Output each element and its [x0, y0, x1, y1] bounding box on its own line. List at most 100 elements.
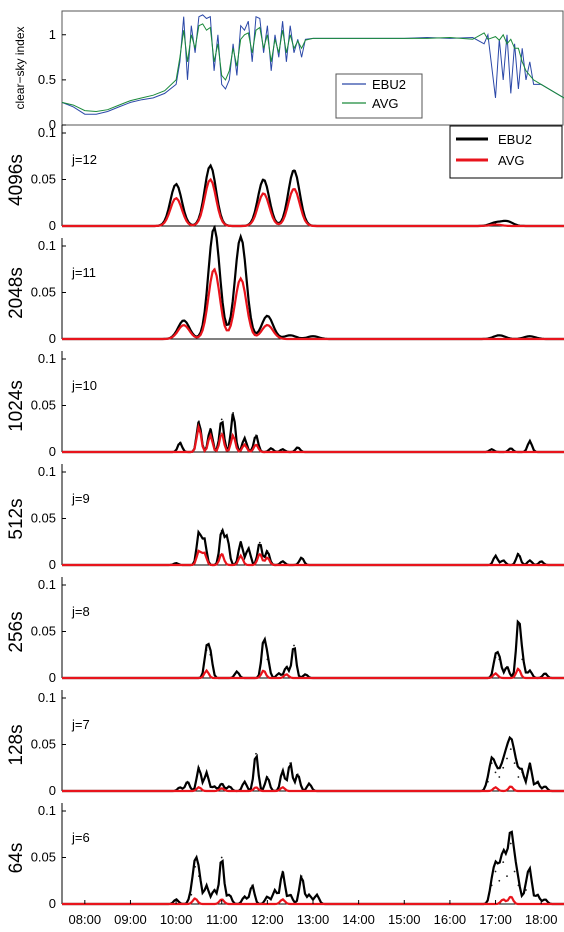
data-point — [220, 432, 223, 435]
data-point — [243, 895, 246, 898]
data-point — [528, 559, 531, 562]
data-point — [509, 748, 512, 750]
data-point — [239, 554, 242, 557]
data-point — [498, 658, 501, 661]
data-point — [536, 893, 539, 896]
data-point — [281, 898, 284, 901]
data-point — [289, 893, 292, 896]
data-point — [498, 879, 501, 882]
data-point — [198, 766, 200, 769]
legend-label: EBU2 — [372, 77, 406, 92]
level-label: j=8 — [71, 604, 90, 619]
data-point — [521, 771, 524, 774]
scale-label: 512s — [6, 498, 27, 539]
y-tick-label: 0 — [49, 670, 56, 685]
data-point — [209, 653, 212, 656]
data-point — [296, 773, 299, 776]
data-point — [540, 560, 543, 563]
data-point — [536, 780, 539, 783]
data-point — [528, 439, 531, 442]
data-point — [300, 556, 303, 559]
data-point — [502, 861, 505, 863]
data-point — [205, 649, 208, 651]
data-point — [255, 443, 257, 446]
data-point — [509, 447, 512, 450]
y-tick-label: 0.1 — [38, 690, 56, 705]
data-point — [521, 658, 524, 661]
data-point — [205, 771, 208, 774]
data-point — [205, 884, 208, 887]
data-point — [502, 559, 505, 562]
y-tick-label: 0.1 — [38, 238, 56, 253]
data-point — [285, 673, 288, 676]
series-line-avg — [61, 23, 564, 113]
data-point — [513, 762, 516, 764]
data-point — [226, 536, 229, 538]
data-point — [209, 178, 212, 181]
data-point — [266, 776, 269, 778]
data-point — [262, 178, 265, 181]
data-point — [243, 443, 246, 446]
y-tick-label: 0.05 — [31, 398, 56, 413]
data-point — [494, 223, 497, 226]
data-point — [209, 434, 212, 437]
data-point — [186, 780, 189, 783]
data-point — [281, 560, 284, 563]
data-point — [281, 769, 284, 772]
data-point — [490, 448, 493, 451]
data-point — [525, 889, 527, 891]
level-label: j=9 — [71, 491, 90, 506]
data-point — [198, 550, 200, 552]
data-point — [198, 786, 200, 789]
data-point — [198, 420, 200, 423]
data-point — [506, 220, 508, 223]
top-panel-frame — [61, 10, 564, 126]
y-tick-label: 0.1 — [38, 577, 56, 592]
data-point — [243, 437, 246, 439]
data-point — [494, 786, 497, 789]
data-point — [308, 782, 311, 785]
data-point — [289, 762, 292, 764]
y-tick-label: 0.05 — [31, 511, 56, 526]
series-line-avg — [62, 177, 564, 228]
x-tick-label: 13:00 — [297, 912, 330, 927]
data-point — [228, 785, 231, 788]
series-line-ebu2 — [62, 413, 564, 454]
data-point — [247, 547, 250, 550]
scale-label: 128s — [6, 724, 27, 765]
data-point — [209, 164, 212, 167]
data-point — [544, 785, 546, 788]
x-tick-label: 12:00 — [251, 912, 284, 927]
data-point — [293, 169, 295, 172]
data-point — [517, 776, 520, 778]
series-line-avg — [62, 549, 564, 567]
x-tick-label: 08:00 — [69, 912, 102, 927]
data-point — [213, 268, 216, 271]
data-point — [203, 552, 206, 554]
data-point — [502, 898, 505, 901]
x-tick-label: 14:00 — [342, 912, 375, 927]
data-point — [506, 665, 508, 668]
data-point — [194, 897, 197, 900]
data-point — [517, 621, 520, 624]
data-point — [494, 554, 497, 557]
data-point — [175, 898, 178, 901]
data-point — [281, 786, 284, 789]
data-point — [509, 785, 512, 788]
y-tick-label: 0 — [49, 444, 56, 459]
legend-label: AVG — [498, 153, 525, 168]
data-point — [194, 865, 197, 868]
data-point — [220, 552, 223, 555]
series-line-avg — [62, 267, 564, 341]
y-tick-label: 0.05 — [31, 285, 56, 300]
data-point — [198, 531, 200, 534]
data-point — [220, 529, 223, 532]
y-tick-label: 0 — [49, 896, 56, 911]
data-point — [179, 441, 181, 444]
series-line-avg — [62, 785, 564, 793]
y-axis-label: clear−sky index — [13, 26, 27, 109]
data-point — [175, 183, 178, 186]
data-point — [281, 870, 284, 873]
scale-label: 4096s — [6, 154, 27, 206]
data-point — [528, 762, 531, 764]
